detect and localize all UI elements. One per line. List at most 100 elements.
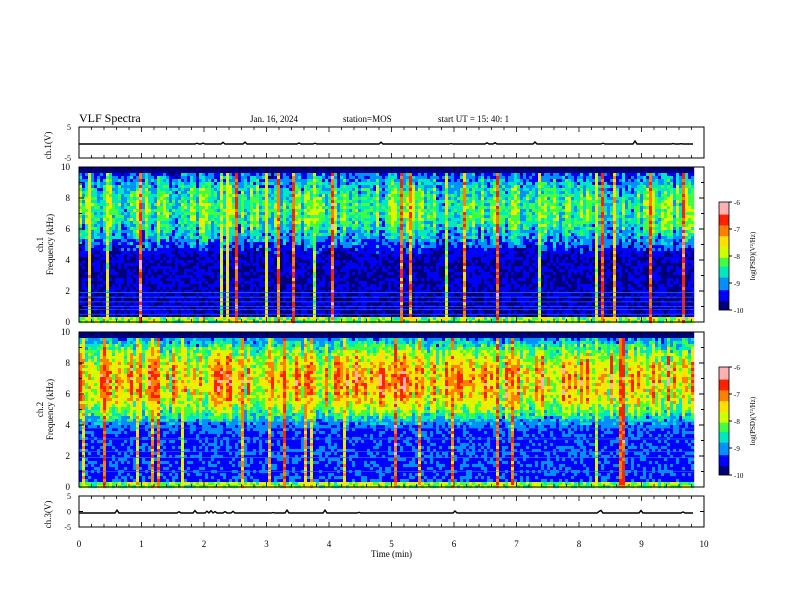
spectrogram-cell [139,230,142,233]
spectrogram-cell [127,173,130,176]
spectrogram-cell [97,185,100,188]
spectrogram-cell [94,278,97,281]
spectrogram-cell [148,269,151,272]
spectrogram-cell [103,170,106,173]
spectrogram-cell [136,236,139,239]
spectrogram-cell [106,230,109,233]
spectrogram-cell [157,233,160,236]
spectrogram-cell [121,266,124,269]
spectrogram-cell [115,200,118,203]
spectrogram-cell [154,272,157,275]
spectrogram-cell [118,257,121,260]
spectrogram-cell [136,215,139,218]
spectrogram-cell [115,269,118,272]
spectrogram-cell [133,278,136,281]
spectrogram-cell [106,233,109,236]
spectrogram-cell [85,245,88,248]
spectrogram-cell [118,317,121,320]
spectrogram-cell [85,302,88,305]
spectrogram-cell [175,266,178,269]
spectrogram-cell [103,281,106,284]
spectrogram-cell [91,245,94,248]
spectrogram-cell [169,281,172,284]
spectrogram-cell [142,281,145,284]
spectrogram-cell [112,233,115,236]
spectrogram-cell [97,236,100,239]
spectrogram-cell [109,302,112,305]
spectrogram-cell [118,218,121,221]
spectrogram-cell [109,170,112,173]
spectrogram-cell [106,302,109,305]
spectrogram-cell [121,251,124,254]
spectrogram-cell [88,275,91,278]
spectrogram-cell [82,170,85,173]
spectrogram-cell [160,188,163,191]
spectrogram-cell [85,272,88,275]
spectrogram-cell [88,173,91,176]
spectrogram-cell [121,236,124,239]
spectrogram-cell [172,227,175,230]
spectrogram-cell [112,287,115,290]
spectrogram-cell [109,269,112,272]
spectrogram-cell [157,269,160,272]
spectrogram-cell [133,275,136,278]
spectrogram-cell [82,269,85,272]
spectrogram-cell [82,221,85,224]
spectrogram-cell [106,182,109,185]
spectrogram-cell [151,173,154,176]
spectrogram-cell [142,233,145,236]
spectrogram-cell [112,176,115,179]
spectrogram-cell [85,176,88,179]
spectrogram-cell [163,194,166,197]
spectrogram-cell [118,293,121,296]
spectrogram-cell [157,239,160,242]
spectrogram-cell [157,206,160,209]
spectrogram-cell [160,269,163,272]
spectrogram-cell [106,176,109,179]
spectrogram-cell [175,215,178,218]
spectrogram-cell [175,203,178,206]
spectrogram-cell [139,188,142,191]
spectrogram-cell [121,200,124,203]
spectrogram-cell [178,212,181,215]
spectrogram-cell [85,188,88,191]
spectrogram-cell [160,224,163,227]
spectrogram-cell [94,218,97,221]
spectrogram-cell [121,185,124,188]
spectrogram-cell [112,263,115,266]
spectrogram-cell [172,254,175,257]
spectrogram-cell [133,170,136,173]
spectrogram-cell [172,275,175,278]
spectrogram-cell [91,260,94,263]
spectrogram-cell [163,248,166,251]
spectrogram-cell [124,257,127,260]
spectrogram-cell [169,179,172,182]
spectrogram-cell [145,209,148,212]
spectrogram-cell [100,239,103,242]
spectrogram-cell [97,278,100,281]
spectrogram-cell [88,191,91,194]
spectrogram-cell [100,194,103,197]
spectrogram-cell [97,248,100,251]
spectrogram-cell [145,194,148,197]
spectrogram-cell [115,224,118,227]
spectrogram-cell [175,170,178,173]
spectrogram-cell [121,248,124,251]
spectrogram-cell [94,272,97,275]
spectrogram-cell [112,212,115,215]
spectrogram-cell [109,221,112,224]
spectrogram-cell [91,188,94,191]
spectrogram-cell [118,260,121,263]
spectrogram-cell [157,272,160,275]
spectrogram-cell [163,170,166,173]
spectrogram-cell [91,239,94,242]
spectrogram-cell [103,269,106,272]
spectrogram-cell [97,179,100,182]
spectrogram-cell [82,233,85,236]
spectrogram-cell [82,272,85,275]
spectrogram-cell [133,200,136,203]
spectrogram-cell [88,176,91,179]
spectrogram-cell [139,191,142,194]
spectrogram-cell [130,254,133,257]
spectrogram-cell [115,248,118,251]
